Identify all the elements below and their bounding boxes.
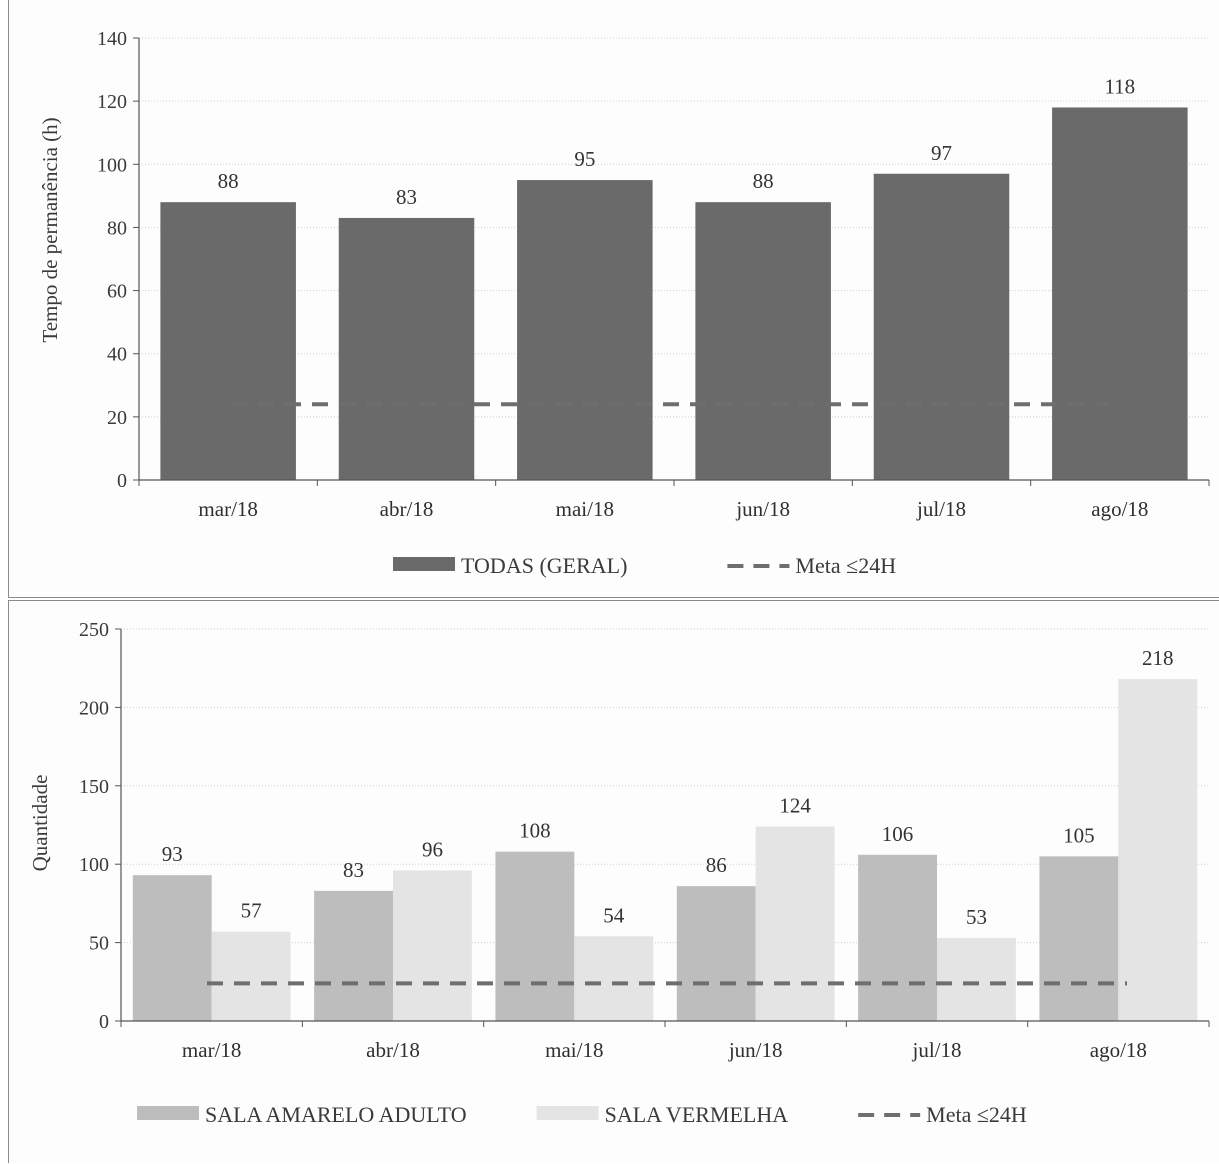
x-tick-label: mar/18	[198, 497, 257, 521]
bar-series2-abr-18	[393, 870, 472, 1021]
bar-ago-18	[1052, 107, 1188, 480]
y-tick-label: 20	[107, 407, 127, 429]
x-tick-label: abr/18	[366, 1038, 420, 1062]
data-label: 93	[162, 842, 183, 866]
data-label: 88	[218, 169, 239, 193]
data-label: 95	[574, 147, 595, 171]
y-tick-label: 100	[97, 154, 127, 176]
x-tick-label: jul/18	[911, 1038, 961, 1062]
x-tick-label: mai/18	[556, 497, 614, 521]
data-label: 54	[603, 903, 625, 927]
legend-label: Meta ≤24H	[795, 553, 896, 578]
legend-swatch	[536, 1106, 599, 1120]
legend: SALA AMARELO ADULTO SALA VERMELHA Meta ≤24…	[137, 1102, 1027, 1127]
legend: TODAS (GERAL) Meta ≤24H	[393, 553, 896, 578]
x-tick-label: abr/18	[380, 497, 434, 521]
y-tick-label: 250	[79, 619, 109, 641]
grid-lines	[139, 37, 1209, 418]
data-label: 106	[882, 822, 914, 846]
legend-label: Meta ≤24H	[926, 1102, 1027, 1127]
bar-chart-tempo-permanencia: 0 20 40 60 80 100 120 140 mar/18 abr/18 mai/18 jun/…	[38, 28, 1210, 578]
bar-abr-18	[338, 217, 475, 480]
data-label: 83	[343, 858, 364, 882]
legend-swatch	[393, 557, 455, 571]
legend-label: TODAS (GERAL)	[461, 553, 627, 578]
chart-panel-tempo-permanencia: 0 20 40 60 80 100 120 140 mar/18 abr/18 mai/18 jun/…	[8, 0, 1219, 598]
x-tick-label: jun/18	[735, 497, 790, 521]
legend-label: SALA VERMELHA	[605, 1102, 789, 1127]
bar-chart-quantidade: 0 50 100 150 200 250 mar/18 abr/18 mai/18 jun/18 j…	[28, 619, 1210, 1127]
legend-label: SALA AMARELO ADULTO	[205, 1102, 467, 1127]
y-tick-label: 0	[99, 1011, 109, 1033]
y-tick-label: 140	[97, 28, 127, 50]
data-label: 88	[753, 169, 774, 193]
bar-jul-18	[873, 173, 1010, 480]
bar-series1-mai-18	[495, 851, 575, 1021]
y-tick-label: 120	[97, 91, 127, 113]
bar-series1-abr-18	[314, 890, 393, 1021]
bar-series2-jun-18	[755, 826, 835, 1021]
data-label: 96	[422, 837, 443, 861]
legend-swatch	[137, 1106, 199, 1120]
axes: 0 20 40 60 80 100 120 140 mar/18 abr/18 mai/18 jun/…	[97, 28, 1210, 521]
bar-series1-ago-18	[1039, 856, 1119, 1021]
x-tick-label: mar/18	[182, 1038, 241, 1062]
x-tick-label: mai/18	[545, 1038, 603, 1062]
x-tick-label: ago/18	[1090, 1038, 1147, 1062]
y-tick-label: 40	[107, 344, 127, 366]
grid-lines	[121, 628, 1209, 944]
bar-series2-mai-18	[574, 936, 654, 1021]
y-axis-title: Tempo de permanência (h)	[38, 117, 62, 342]
bar-series2-jul-18	[937, 937, 1016, 1021]
y-tick-label: 60	[107, 281, 127, 303]
data-labels: 93 57 83 96 108 54 86 124 106 53 105 218	[162, 646, 1174, 929]
bar-series2-mar-18	[211, 931, 291, 1021]
y-tick-label: 200	[79, 697, 109, 719]
y-tick-label: 150	[79, 776, 109, 798]
bars	[132, 679, 1198, 1021]
y-tick-label: 0	[117, 470, 127, 492]
data-label: 83	[396, 185, 417, 209]
bar-mar-18	[160, 202, 296, 480]
bar-jun-18	[695, 202, 831, 480]
data-labels: 88 83 95 88 97 118	[218, 74, 1136, 209]
y-axis-title: Quantidade	[28, 775, 52, 872]
bars	[160, 107, 1188, 481]
y-tick-label: 50	[89, 933, 109, 955]
data-label: 118	[1104, 74, 1135, 98]
bar-series1-mar-18	[132, 875, 212, 1021]
x-tick-label: jul/18	[916, 497, 966, 521]
data-label: 97	[931, 141, 952, 165]
axes: 0 50 100 150 200 250 mar/18 abr/18 mai/18 jun/18 j…	[79, 619, 1210, 1062]
y-tick-label: 100	[79, 854, 109, 876]
bar-series2-ago-18	[1118, 679, 1198, 1021]
x-tick-label: jun/18	[728, 1038, 783, 1062]
bar-series1-jul-18	[858, 854, 937, 1021]
data-label: 105	[1063, 823, 1095, 847]
data-label: 124	[779, 794, 811, 818]
data-label: 108	[519, 819, 551, 843]
bar-series1-jun-18	[676, 886, 756, 1021]
x-tick-label: ago/18	[1091, 497, 1148, 521]
y-tick-label: 80	[107, 217, 127, 239]
data-label: 53	[966, 905, 987, 929]
data-label: 57	[241, 899, 262, 923]
data-label: 218	[1142, 646, 1174, 670]
chart-panel-quantidade: 0 50 100 150 200 250 mar/18 abr/18 mai/18 jun/18 j…	[8, 600, 1219, 1163]
bar-mai-18	[517, 180, 653, 481]
data-label: 86	[706, 853, 727, 877]
